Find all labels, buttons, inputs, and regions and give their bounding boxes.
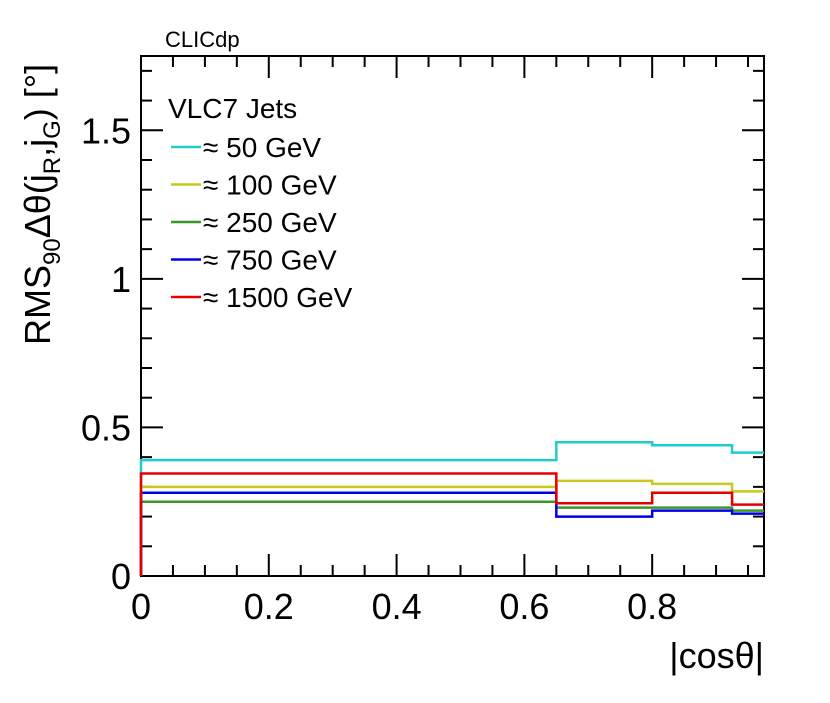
legend-entry-2: ≈ 250 GeV <box>203 207 337 238</box>
legend-entry-4: ≈ 1500 GeV <box>203 282 353 313</box>
series-line-2 <box>139 500 764 576</box>
legend: VLC7 Jets ≈ 50 GeV ≈ 100 GeV ≈ 250 GeV ≈ 750… <box>168 93 353 313</box>
y-tick-label: 1.5 <box>81 110 131 151</box>
y-label-main: RMS <box>17 265 58 345</box>
y-tick-label: 0 <box>111 556 131 597</box>
y-label-sub90: 90 <box>39 238 66 265</box>
series-line-3 <box>139 491 764 576</box>
series-line-0 <box>139 441 764 576</box>
x-tick-label: 0.4 <box>372 586 422 627</box>
experiment-label: CLICdp <box>165 27 240 52</box>
x-tick-label: 0 <box>131 586 151 627</box>
x-tick-label: 0.8 <box>627 586 677 627</box>
legend-entry-0: ≈ 50 GeV <box>203 132 321 163</box>
y-tick-label: 1 <box>111 259 131 300</box>
y-label-delta-theta: Δθ(j <box>17 174 58 238</box>
y-label-subG: G <box>39 120 66 139</box>
legend-entry-3: ≈ 750 GeV <box>203 245 337 276</box>
y-axis-label: RMS90Δθ(jR,jG) [°] <box>17 64 66 345</box>
y-label-comma-j: ,j <box>17 139 58 157</box>
x-tick-label: 0.2 <box>244 586 294 627</box>
series-line-4 <box>139 472 764 576</box>
y-tick-label: 0.5 <box>81 407 131 448</box>
data-series <box>139 441 764 576</box>
y-label-subR: R <box>39 157 66 174</box>
x-axis-label: |cosθ| <box>669 635 764 676</box>
plot-frame <box>140 55 765 577</box>
axis-ticks <box>140 56 764 577</box>
legend-title: VLC7 Jets <box>168 93 297 124</box>
y-label-unit: ) [°] <box>17 64 58 120</box>
series-line-1 <box>139 479 764 576</box>
x-tick-label: 0.6 <box>499 586 549 627</box>
legend-entry-1: ≈ 100 GeV <box>203 170 337 201</box>
axis-tick-labels: 0 0.2 0.4 0.6 0.8 0 0.5 1 1.5 <box>81 110 677 627</box>
